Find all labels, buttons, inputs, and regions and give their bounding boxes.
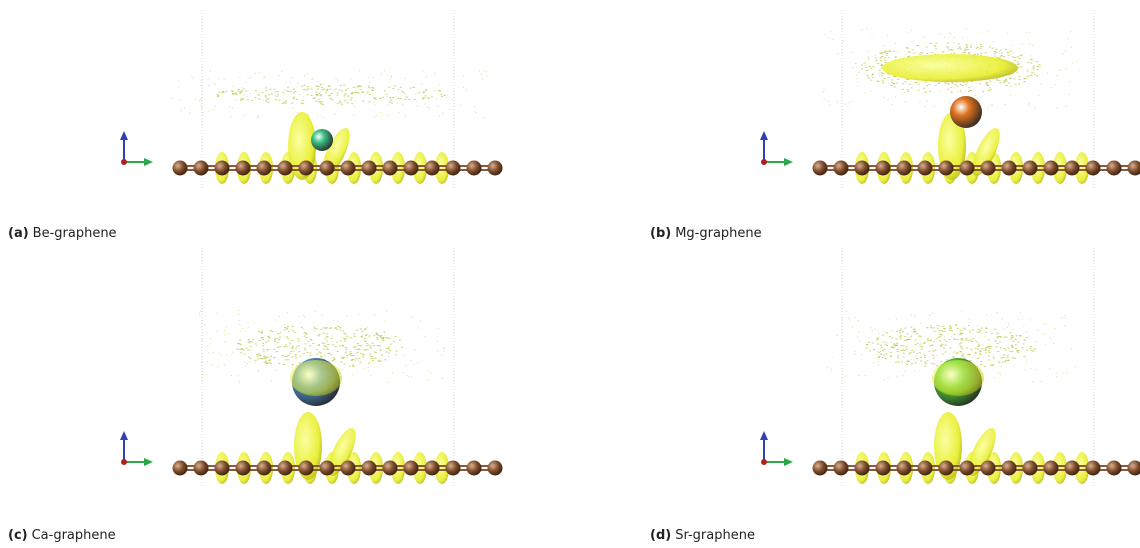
carbon-bonds [180, 165, 494, 171]
panel-d-label: (d) [650, 528, 672, 543]
axis-indicator [760, 131, 793, 166]
panel-b [750, 8, 1140, 218]
axis-indicator [120, 431, 153, 466]
panel-d [750, 246, 1140, 496]
panel-d-caption: (d) Sr-graphene [650, 528, 755, 543]
panel-d-text: Sr-graphene [675, 528, 755, 543]
panel-c [110, 246, 510, 496]
carbon-atoms [172, 160, 503, 176]
panel-b-structure [760, 10, 1140, 188]
charge-density-haze [826, 310, 1076, 383]
panel-a-structure [120, 10, 503, 188]
panel-a-caption: (a) Be-graphene [8, 226, 117, 241]
charge-density-haze [171, 70, 489, 119]
panel-d-structure [760, 248, 1140, 488]
panel-c-label: (c) [8, 528, 28, 543]
adatom-isosurface [932, 360, 984, 396]
carbon-bonds [820, 165, 1134, 171]
isosurface-lobes [215, 412, 449, 484]
adatom-mg [950, 96, 982, 128]
axis-indicator [120, 131, 153, 166]
carbon-atoms [812, 460, 1140, 476]
charge-density-haze [199, 310, 445, 383]
panel-c-structure [120, 248, 503, 488]
panel-b-text: Mg-graphene [675, 226, 762, 241]
carbon-atoms [172, 460, 503, 476]
adatom-isosurface [290, 360, 342, 396]
panel-b-label: (b) [650, 226, 672, 241]
carbon-atoms [812, 160, 1140, 176]
panel-a-text: Be-graphene [32, 226, 117, 241]
panel-c-caption: (c) Ca-graphene [8, 528, 116, 543]
carbon-bonds [820, 465, 1134, 471]
adatom-be [311, 129, 333, 151]
panel-a [110, 8, 510, 218]
axis-indicator [760, 431, 793, 466]
carbon-bonds [180, 465, 494, 471]
panel-b-caption: (b) Mg-graphene [650, 226, 762, 241]
panel-c-text: Ca-graphene [31, 528, 116, 543]
isosurface-cloud [882, 54, 1018, 82]
panel-a-label: (a) [8, 226, 29, 241]
